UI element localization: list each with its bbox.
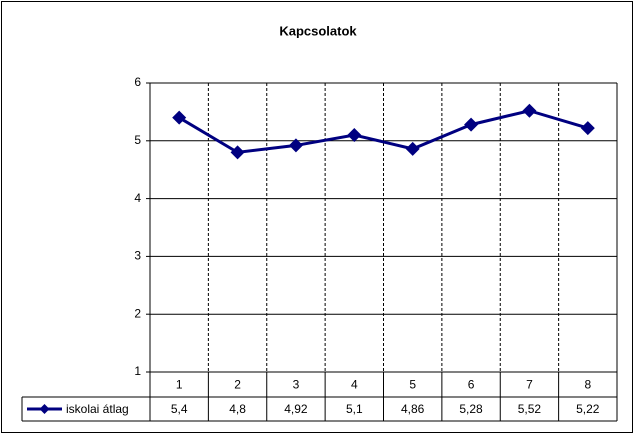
y-tick-label: 2 bbox=[134, 306, 141, 320]
table-value: 5,1 bbox=[346, 402, 363, 416]
table-value: 4,86 bbox=[401, 402, 425, 416]
x-tick-label: 4 bbox=[351, 378, 358, 392]
table-value: 5,28 bbox=[459, 402, 483, 416]
table-value: 4,92 bbox=[284, 402, 308, 416]
y-tick-label: 5 bbox=[134, 133, 141, 147]
marker bbox=[230, 145, 245, 160]
marker bbox=[464, 117, 479, 132]
marker bbox=[580, 121, 595, 136]
y-tick-label: 4 bbox=[134, 191, 141, 205]
x-tick-label: 3 bbox=[293, 378, 300, 392]
marker bbox=[347, 128, 362, 143]
table-value: 5,52 bbox=[518, 402, 542, 416]
x-tick-label: 6 bbox=[468, 378, 475, 392]
table-value: 4,8 bbox=[229, 402, 246, 416]
legend-label: iskolai átlag bbox=[66, 402, 129, 416]
table-value: 5,4 bbox=[171, 402, 188, 416]
y-tick-label: 3 bbox=[134, 249, 141, 263]
legend-marker bbox=[39, 404, 50, 414]
x-tick-label: 7 bbox=[526, 378, 533, 392]
x-tick-label: 1 bbox=[176, 378, 183, 392]
series-line bbox=[178, 109, 589, 154]
x-tick-label: 2 bbox=[234, 378, 241, 392]
marker bbox=[172, 110, 187, 125]
x-tick-label: 5 bbox=[409, 378, 416, 392]
y-tick-label: 1 bbox=[134, 364, 141, 378]
marker bbox=[405, 141, 420, 156]
marker bbox=[522, 103, 537, 118]
table-value: 5,22 bbox=[576, 402, 600, 416]
y-tick-label: 6 bbox=[134, 75, 141, 89]
x-tick-label: 8 bbox=[584, 378, 591, 392]
chart-title: Kapcsolatok bbox=[279, 23, 357, 38]
marker bbox=[288, 138, 303, 153]
